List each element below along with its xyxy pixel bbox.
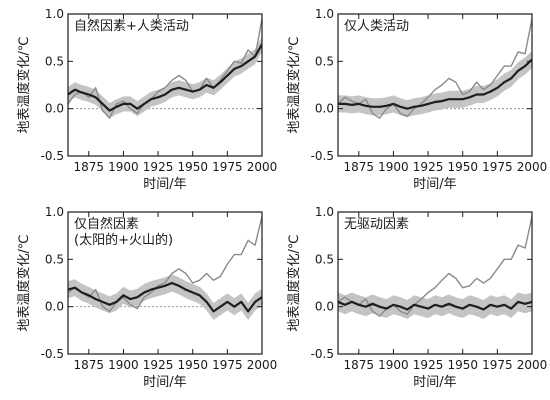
plot-frame	[338, 212, 532, 354]
y-tick-label: 0.5	[315, 252, 334, 266]
y-axis-title: 地表温度变化/℃	[16, 37, 32, 134]
x-tick-label: 1875	[344, 160, 375, 174]
x-tick-label: 2000	[517, 160, 548, 174]
y-tick-label: -0.5	[41, 347, 64, 361]
x-tick-label: 1925	[413, 160, 444, 174]
simulated-band	[68, 37, 262, 118]
y-tick-label: 0.5	[45, 54, 64, 68]
panel-1: 1875 1900 1925 1950 1975 20001.00.50.0-0.5时间/…	[16, 7, 277, 192]
y-tick-label: 0.0	[45, 300, 64, 314]
y-tick-label: 0.0	[315, 102, 334, 116]
plot-frame	[68, 14, 262, 156]
x-axis-title: 时间/年	[143, 375, 186, 390]
x-tick-label: 1975	[212, 358, 243, 372]
x-tick-label: 2000	[247, 358, 278, 372]
x-tick-label: 1875	[344, 358, 375, 372]
panel-title: 无驱动因素	[344, 217, 409, 232]
x-tick-label: 1925	[143, 358, 174, 372]
y-axis-title: 地表温度变化/℃	[286, 37, 302, 134]
x-tick-label: 2000	[247, 160, 278, 174]
x-axis-title: 时间/年	[413, 375, 456, 390]
y-tick-label: 0.0	[45, 102, 64, 116]
y-tick-label: 0.5	[45, 252, 64, 266]
y-tick-label: 0.5	[315, 54, 334, 68]
x-tick-label: 1975	[482, 160, 513, 174]
y-tick-label: 1.0	[315, 205, 334, 219]
x-tick-label: 1900	[378, 358, 409, 372]
x-tick-label: 1950	[447, 358, 478, 372]
x-tick-label: 1875	[74, 358, 105, 372]
panel-title: 仅人类活动	[344, 19, 409, 34]
x-tick-label: 1975	[212, 160, 243, 174]
panel-title: (太阳的+火山的)	[74, 232, 173, 248]
x-tick-label: 1975	[482, 358, 513, 372]
x-tick-label: 1900	[378, 160, 409, 174]
y-tick-label: 1.0	[315, 7, 334, 21]
panel-4: 1875 1900 1925 1950 1975 20001.00.50.0-0.5时间/…	[286, 205, 547, 390]
y-axis-title: 地表温度变化/℃	[16, 235, 32, 332]
simulated-band	[68, 275, 262, 320]
y-axis-title: 地表温度变化/℃	[286, 235, 302, 332]
plot-area	[338, 217, 532, 319]
x-tick-label: 1950	[447, 160, 478, 174]
x-tick-label: 1900	[108, 160, 139, 174]
x-tick-label: 2000	[517, 358, 548, 372]
panel-title: 自然因素+人类活动	[74, 18, 189, 34]
panel-title: 仅自然因素	[74, 216, 139, 232]
x-axis-title: 时间/年	[413, 177, 456, 192]
panel-2: 1875 1900 1925 1950 1975 20001.00.50.0-0.5时间/…	[286, 7, 547, 192]
y-tick-label: 1.0	[45, 7, 64, 21]
x-axis-title: 时间/年	[143, 177, 186, 192]
y-tick-label: 1.0	[45, 205, 64, 219]
y-tick-label: -0.5	[311, 149, 334, 163]
y-tick-label: -0.5	[311, 347, 334, 361]
panel-3: 1875 1900 1925 1950 1975 20001.00.50.0-0.5时间/…	[16, 205, 277, 390]
x-tick-label: 1950	[177, 160, 208, 174]
x-tick-label: 1925	[143, 160, 174, 174]
x-tick-label: 1950	[177, 358, 208, 372]
x-tick-label: 1875	[74, 160, 105, 174]
x-tick-label: 1925	[413, 358, 444, 372]
y-tick-label: 0.0	[315, 300, 334, 314]
y-tick-label: -0.5	[41, 149, 64, 163]
x-tick-label: 1900	[108, 358, 139, 372]
